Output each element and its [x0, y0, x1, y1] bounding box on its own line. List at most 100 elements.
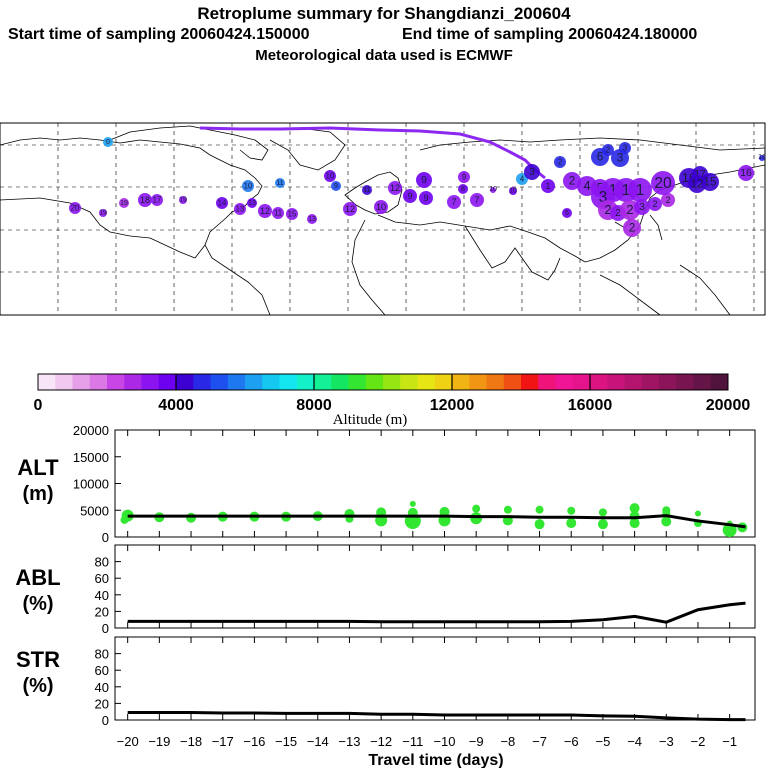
plume-marker: 11: [275, 178, 285, 188]
plume-marker: 16: [738, 165, 754, 181]
plume-marker: 3: [634, 199, 650, 215]
altitude-point: [534, 519, 545, 530]
trajectory-path: [199, 126, 546, 180]
y-tick-label: 15000: [73, 450, 109, 465]
plume-day-label: 12: [345, 204, 355, 214]
plume-circle: [524, 164, 540, 180]
plume-day-label: 4: [520, 174, 525, 183]
plume-day-label: 10: [489, 186, 497, 193]
colorbar-cell: [38, 374, 56, 390]
colorbar-cell: [210, 374, 229, 390]
y-tick-label: 5000: [80, 503, 109, 518]
y-tick-label: 60: [95, 663, 109, 678]
plume-day-label: 7: [474, 195, 479, 205]
plume-day-label: 2: [558, 157, 562, 166]
plume-marker: 10: [374, 200, 388, 214]
plume-circle: [119, 198, 129, 208]
plume-day-label: 15: [703, 176, 717, 189]
plume-circle: [628, 178, 652, 202]
plume-marker: 1: [628, 178, 652, 202]
y-tick-label: 0: [102, 621, 109, 636]
colorbar-cell: [55, 374, 73, 390]
plume-marker: 2: [648, 197, 662, 211]
plume-day-label: 10: [376, 202, 386, 212]
colorbar-tick-label: 0: [34, 397, 43, 414]
panel-alt: 0 5000 10000 15000 20000 ALT (m): [17, 423, 756, 545]
map-frame: [0, 122, 766, 316]
panel-frame: [114, 636, 756, 721]
panel-unit: (%): [22, 675, 53, 697]
plume-day-label: 17: [694, 169, 706, 180]
colorbar-tick-label: 8000: [296, 397, 332, 414]
plume-day-label: 0: [106, 139, 110, 146]
plume-day-label: 9: [462, 172, 466, 181]
plume-day-label: 12: [260, 206, 270, 216]
plume-circle: [623, 219, 641, 237]
x-tick-label: −8: [500, 734, 515, 749]
plume-day-label: 2: [629, 222, 636, 235]
plume-circle: [258, 204, 272, 218]
plume-circle: [688, 175, 706, 193]
plume-circle: [103, 137, 113, 147]
plume-circle: [331, 181, 341, 191]
plume-day-label: 12: [390, 183, 400, 193]
plume-day-label: 14: [218, 198, 227, 207]
plume-circle: [216, 197, 228, 209]
plume-marker: 10: [509, 187, 517, 195]
plume-circle: [563, 172, 581, 190]
plume-day-label: 18: [140, 195, 150, 205]
plume-circle: [470, 193, 484, 207]
plume-circle: [759, 155, 765, 161]
altitude-point: [503, 505, 512, 514]
colorbar-cell: [296, 374, 315, 390]
plume-day-label: 3: [623, 143, 627, 152]
plume-day-label: 19: [179, 197, 187, 204]
plume-day-label: 1: [609, 182, 618, 199]
plume-marker: 8: [458, 184, 468, 194]
plume-day-label: 12: [690, 178, 703, 191]
plume-circle: [416, 172, 432, 188]
colorbar-cell: [383, 374, 401, 390]
altitude-point: [472, 504, 481, 513]
plume-marker: 3: [619, 142, 631, 154]
plume-day-label: 13: [308, 216, 316, 223]
altitude-point: [120, 515, 129, 524]
colorbar-cell: [693, 374, 712, 390]
altitude-point: [409, 500, 416, 507]
x-tick-label: −14: [307, 734, 329, 749]
plume-day-label: 2: [569, 175, 576, 188]
colorbar-ticks: 0 4000 8000 12000 16000 20000: [34, 374, 750, 414]
plume-day-label: 2: [626, 202, 633, 217]
plume-day-label: 4: [583, 178, 590, 193]
colorbar-cell: [141, 374, 160, 390]
plume-circle: [458, 171, 470, 183]
x-tick-label: −6: [564, 734, 579, 749]
series-line: [127, 601, 746, 624]
colorbar-cell: [503, 374, 522, 390]
y-tick-label: 0: [102, 530, 109, 545]
altitude-colorbar: 0 4000 8000 12000 16000 20000 Altitude (m): [34, 373, 750, 428]
plume-marker: 2: [661, 193, 675, 207]
plume-day-label: 5: [565, 210, 569, 217]
colorbar-tick-label: 4000: [158, 397, 194, 414]
plume-marker: 11: [272, 207, 284, 219]
plume-day-label: 11: [276, 180, 283, 187]
colorbar-cell: [486, 374, 505, 390]
plume-circle: [138, 193, 152, 207]
plume-marker: 14: [216, 197, 228, 209]
colorbar-cell: [538, 374, 556, 390]
plume-circle: [286, 208, 298, 220]
colorbar-cell: [641, 374, 660, 390]
plume-day-label: 9: [334, 183, 338, 190]
plume-circle: [541, 179, 555, 193]
plume-marker: 12: [388, 181, 402, 195]
plume-marker: 0: [103, 137, 113, 147]
plume-circle: [648, 197, 662, 211]
plume-circle: [403, 189, 417, 203]
plume-circle: [374, 200, 388, 214]
plume-marker: 15: [286, 208, 298, 220]
plume-day-label: 13: [248, 200, 256, 207]
plume-circle: [602, 144, 614, 156]
plume-circle: [275, 178, 285, 188]
colorbar-cell: [659, 374, 677, 390]
